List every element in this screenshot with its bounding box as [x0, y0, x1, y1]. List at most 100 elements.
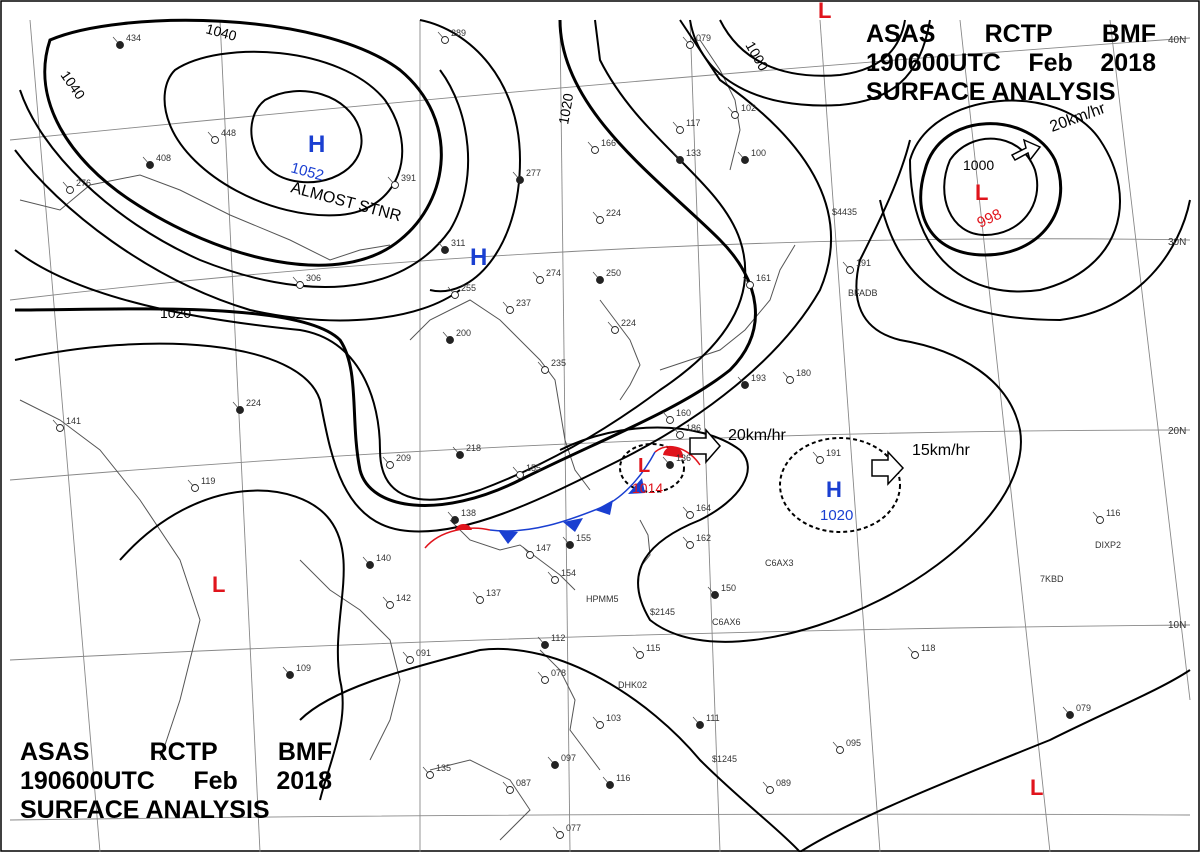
station-plot: 434	[112, 33, 141, 49]
isobar-1044	[163, 50, 404, 217]
station-label: RCTP	[149, 738, 218, 766]
station-pressure-label: 147	[536, 543, 551, 553]
station-id: BFADB	[848, 288, 878, 298]
station-plot: 164	[682, 503, 711, 519]
isobar-1012-se	[799, 669, 1191, 852]
agency-label: ASAS	[20, 738, 90, 766]
station-plot: 166	[587, 138, 616, 154]
station-pressure-label: 116	[1106, 508, 1120, 518]
station-circle-icon	[446, 336, 454, 344]
low-1014-dashed	[619, 443, 685, 493]
station-circle-icon	[406, 656, 414, 664]
month-label: Feb	[1028, 49, 1073, 77]
station-plot: 147	[522, 543, 551, 559]
station-plot: 137	[472, 588, 501, 604]
title-line-2: 190600UTC Feb 2018	[866, 49, 1156, 78]
station-circle-icon	[596, 216, 604, 224]
station-plot: 111	[692, 713, 720, 729]
station-plot: 200	[442, 328, 471, 344]
isobar-1032	[14, 149, 461, 322]
station-circle-icon	[596, 721, 604, 729]
station-plot: 079	[682, 33, 711, 49]
station-pressure-label: 237	[516, 298, 531, 308]
station-pressure-label: 166	[601, 138, 616, 148]
high-center-siberia: H	[308, 131, 325, 158]
station-plot: 186	[672, 423, 701, 439]
lat-label: 20N	[1168, 426, 1186, 437]
station-plot: 079	[1062, 703, 1091, 719]
station-plot: 103	[592, 713, 621, 729]
station-pressure-label: 250	[606, 268, 621, 278]
station-circle-icon	[286, 671, 294, 679]
station-plot: 209	[382, 453, 411, 469]
station-plot: 133	[672, 148, 701, 164]
station-plot: 095	[832, 738, 861, 754]
station-pressure-label: 448	[221, 128, 236, 138]
station-pressure-label: 180	[796, 368, 811, 378]
isobar-998-ring	[943, 137, 1039, 237]
station-plot: 289	[437, 28, 466, 44]
station-plots: 434 289 448 408 276 391 311 306 255 200 237 274 250 2…	[52, 28, 1120, 839]
station-circle-icon	[636, 651, 644, 659]
station-circle-icon	[551, 576, 559, 584]
station-circle-icon	[441, 36, 449, 44]
station-pressure-label: 191	[856, 258, 871, 268]
lat-label: 10N	[1168, 620, 1186, 631]
station-plot: 112	[537, 633, 565, 649]
station-plot: 218	[452, 443, 481, 459]
station-plot: 193	[737, 373, 766, 389]
station-pressure-label: 150	[721, 583, 736, 593]
coast-china-east	[409, 299, 591, 491]
coast-korea	[599, 299, 641, 401]
station-circle-icon	[551, 761, 559, 769]
station-circle-icon	[541, 641, 549, 649]
station-pressure-label: 162	[696, 533, 711, 543]
station-circle-icon	[556, 831, 564, 839]
high-center-pacific: H	[826, 477, 842, 502]
coast-central-asia	[19, 174, 391, 261]
high-center-mongolia: H	[470, 244, 487, 271]
station-plot: 141	[52, 416, 81, 432]
station-pressure-label: 103	[606, 713, 621, 723]
station-pressure-label: 109	[296, 663, 311, 673]
lon-1	[29, 19, 101, 852]
year-label: 2018	[1100, 49, 1156, 77]
station-plot: 180	[782, 368, 811, 384]
cold-triangle-1	[498, 530, 518, 544]
station-circle-icon	[741, 381, 749, 389]
station-circle-icon	[666, 416, 674, 424]
lat-label: 40N	[1168, 35, 1186, 46]
station-plot: 155	[562, 533, 591, 549]
station-plot: 116	[602, 773, 630, 789]
isobar-label: 1040	[58, 68, 89, 103]
title-line-1: ASAS RCTP BMF	[866, 20, 1156, 49]
title-line-1: ASAS RCTP BMF	[20, 738, 332, 767]
station-pressure-label: 224	[606, 208, 621, 218]
lat-30n	[9, 238, 1191, 301]
station-pressure-label: 079	[1076, 703, 1091, 713]
station-id: 7KBD	[1040, 574, 1064, 584]
station-pressure-label: 087	[516, 778, 531, 788]
low-center-north: L	[818, 0, 831, 23]
station-pressure-label: 136	[676, 453, 691, 463]
coastlines	[19, 39, 796, 841]
station-circle-icon	[516, 471, 524, 479]
station-circle-icon	[456, 451, 464, 459]
station-pressure-label: 155	[576, 533, 591, 543]
isobar-1024	[14, 19, 747, 501]
isobar-1012-b	[559, 139, 1022, 643]
year-label: 2018	[276, 767, 332, 795]
station-plot: 276	[62, 178, 91, 194]
station-pressure-label: 306	[306, 273, 321, 283]
station-pressure-label: 112	[551, 633, 565, 643]
station-circle-icon	[686, 511, 694, 519]
station-plot: 408	[142, 153, 171, 169]
station-circle-icon	[611, 326, 619, 334]
cold-triangle-2	[563, 518, 583, 532]
station-circle-icon	[816, 456, 824, 464]
station-pressure-label: 434	[126, 33, 141, 43]
station-circle-icon	[236, 406, 244, 414]
isobars	[14, 18, 1191, 852]
